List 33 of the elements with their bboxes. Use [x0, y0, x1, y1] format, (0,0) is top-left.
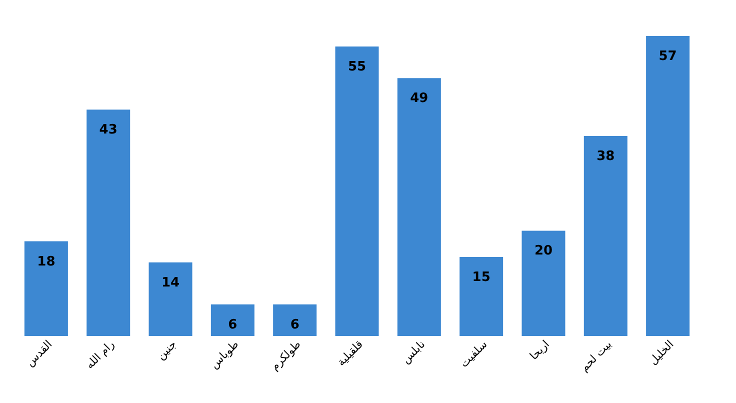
x-tick-label: بيت لحم: [578, 338, 614, 374]
data-label: 6: [228, 317, 238, 332]
bar: [522, 230, 566, 336]
bar: [148, 262, 192, 336]
bar: [646, 36, 690, 336]
data-label: 49: [410, 91, 428, 106]
data-label: 55: [348, 60, 366, 75]
data-label: 18: [37, 254, 56, 270]
bar: [24, 241, 68, 336]
x-tick-label: الخليل: [646, 338, 676, 368]
x-tick-label: نابلس: [399, 338, 428, 366]
data-label: 15: [472, 270, 490, 286]
bar: [210, 304, 254, 336]
x-tick-label: جنين: [154, 338, 179, 362]
x-tick-label: القدس: [23, 338, 55, 370]
x-tick-label: طوباس: [208, 338, 242, 372]
bar: [584, 136, 628, 336]
x-tick-label: سلفيت: [458, 338, 490, 370]
data-label: 14: [161, 275, 180, 290]
bar: [397, 78, 441, 336]
data-label: 38: [596, 149, 615, 164]
bar: [273, 304, 317, 336]
x-tick-label: قلقيلية: [334, 338, 366, 369]
bar: [335, 46, 379, 336]
bar: [86, 110, 130, 336]
x-tick-label: رام الله: [83, 338, 117, 372]
data-label: 57: [658, 49, 677, 64]
x-tick-label: اريحا: [527, 338, 552, 362]
data-label: 20: [534, 244, 553, 259]
data-label: 43: [99, 122, 118, 138]
data-label: 6: [290, 317, 300, 332]
x-tick-label: طولكرم: [268, 338, 304, 373]
bar: [460, 257, 504, 336]
